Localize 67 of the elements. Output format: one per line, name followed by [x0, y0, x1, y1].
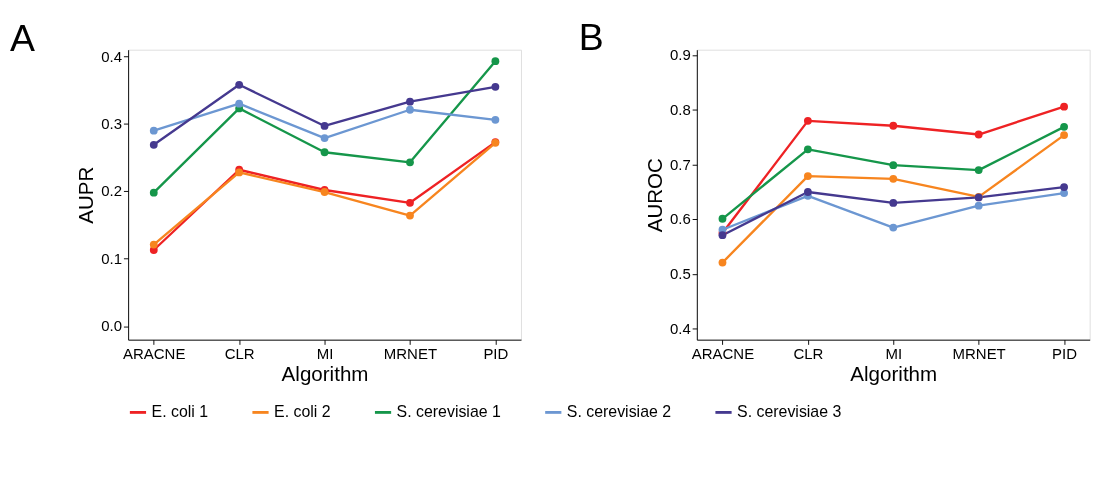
y-tick-label: 0.2: [101, 182, 123, 200]
point: [406, 97, 414, 106]
point: [149, 140, 158, 149]
point: [974, 166, 983, 174]
x-axis-title: Algorithm: [281, 362, 369, 386]
point: [149, 126, 158, 135]
chart-title: A: [10, 16, 36, 59]
point: [235, 99, 244, 108]
y-tick-label: 0.5: [669, 265, 691, 283]
x-tick-label: CLR: [793, 344, 824, 362]
y-tick-label: 0.6: [669, 210, 691, 228]
x-axis-title: Algorithm: [850, 362, 938, 386]
legend-label: S. cerevisiae 2: [566, 403, 672, 421]
point: [320, 122, 329, 130]
point: [491, 82, 500, 91]
point: [718, 258, 727, 267]
y-tick-label: 0.9: [669, 46, 691, 64]
point: [406, 158, 414, 167]
y-tick-label: 0.4: [669, 319, 691, 337]
point: [889, 174, 898, 183]
legend-label: S. cerevisiae 3: [737, 403, 842, 421]
y-tick-label: 0.3: [101, 115, 123, 133]
x-tick-label: MI: [885, 344, 903, 362]
legend-label: E. coli 1: [151, 403, 209, 421]
point: [149, 240, 158, 249]
point: [320, 134, 329, 142]
chart-title: B: [578, 15, 604, 58]
point: [889, 161, 898, 170]
y-axis-title: AUPR: [73, 166, 97, 224]
y-axis-title: AUROC: [642, 157, 666, 233]
point: [803, 145, 812, 154]
x-tick-label: CLR: [224, 344, 255, 362]
legend-label: S. cerevisiae 1: [396, 403, 501, 421]
x-tick-label: MRNET: [383, 344, 438, 362]
point: [491, 115, 500, 124]
point: [803, 188, 812, 196]
point: [803, 172, 812, 181]
legend-label: E. coli 2: [274, 403, 331, 421]
point: [718, 214, 727, 223]
point: [320, 148, 329, 157]
point: [974, 130, 983, 139]
point: [803, 116, 812, 125]
y-tick-label: 0.4: [101, 47, 123, 65]
x-tick-label: ARACNE: [691, 344, 755, 362]
x-tick-label: MI: [316, 344, 334, 362]
point: [1060, 122, 1068, 131]
point: [889, 223, 898, 232]
x-tick-label: PID: [1052, 344, 1078, 362]
point: [1060, 131, 1068, 139]
point: [889, 199, 898, 207]
point: [1060, 102, 1068, 111]
x-tick-label: ARACNE: [123, 344, 186, 362]
point: [235, 80, 244, 89]
point: [406, 211, 414, 220]
x-tick-label: PID: [483, 344, 509, 362]
point: [974, 201, 983, 210]
point: [889, 121, 898, 130]
x-tick-label: MRNET: [952, 344, 1006, 362]
point: [406, 198, 414, 207]
point: [406, 105, 414, 114]
y-tick-label: 0.0: [101, 317, 123, 335]
point: [1060, 183, 1068, 191]
y-tick-label: 0.8: [669, 101, 691, 119]
y-tick-label: 0.1: [101, 249, 123, 267]
point: [491, 57, 500, 66]
y-tick-label: 0.7: [669, 155, 691, 173]
point: [149, 188, 158, 197]
